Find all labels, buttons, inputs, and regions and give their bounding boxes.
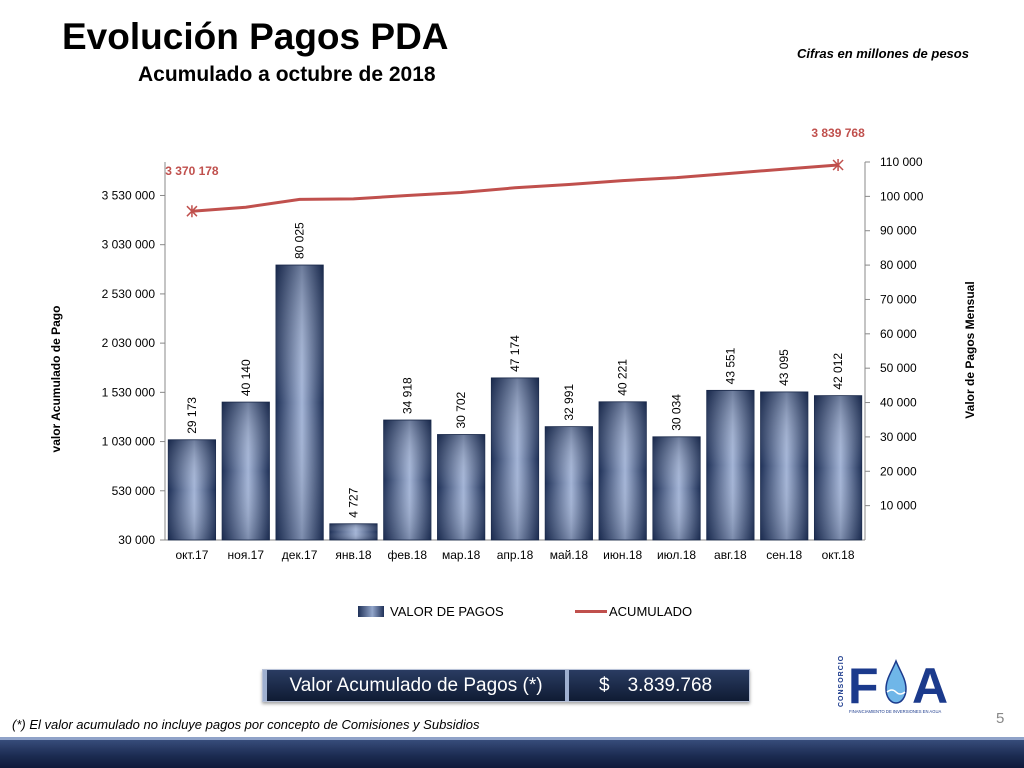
legend-item-bars: VALOR DE PAGOS [358,604,504,619]
bar-shade [168,439,216,540]
bar-data-label: 43 095 [777,349,791,386]
line-data-label: 3 839 768 [811,126,865,140]
x-tick-label: авг.18 [714,548,747,562]
accumulated-line [191,163,839,213]
bar-data-label: 30 702 [454,391,468,428]
legend-item-line: ACUMULADO [575,604,692,619]
bar-shade [599,401,647,540]
bar-shade [706,390,755,540]
logo-letter-f: F [848,658,879,714]
right-tick-label: 40 000 [880,396,917,410]
summary-banner: Valor Acumulado de Pagos (*) $ 3.839.768 [262,669,750,702]
left-tick-label: 1 530 000 [102,385,156,399]
bar-shade [383,420,431,540]
right-tick-label: 100 000 [880,189,924,203]
right-tick-label: 20 000 [880,464,917,478]
right-tick-label: 110 000 [880,155,923,169]
left-tick-label: 3 530 000 [102,188,156,202]
x-tick-label: сен.18 [766,548,802,562]
bar-data-label: 40 140 [239,359,253,396]
summary-currency: $ [599,674,610,696]
bar-data-label: 43 551 [723,347,737,384]
bar-shade [652,436,701,540]
x-tick-label: окт.18 [822,548,855,562]
right-axis-title: Valor de Pagos Mensual [963,281,977,418]
bar-data-label: 42 012 [831,353,845,390]
legend-label-bars: VALOR DE PAGOS [390,604,504,619]
x-tick-label: дек.17 [282,548,318,562]
bar-shade [222,402,270,540]
bar-shade [329,523,378,540]
page-title: Evolución Pagos PDA [62,16,449,57]
bar-data-label: 47 174 [508,335,522,372]
footnote: (*) El valor acumulado no incluye pagos … [12,717,480,732]
summary-value-box: $ 3.839.768 [565,670,749,701]
left-tick-label: 3 030 000 [102,238,156,252]
left-tick-label: 2 530 000 [102,287,156,301]
right-tick-label: 60 000 [880,327,917,341]
legend-swatch-bars [358,606,384,617]
left-tick-label: 2 030 000 [102,336,156,350]
bar-shade [760,391,808,540]
left-tick-label: 1 030 000 [102,435,156,449]
page-subtitle: Acumulado a octubre de 2018 [138,63,436,86]
x-tick-label: фев.18 [388,548,428,562]
x-tick-label: окт.17 [175,548,208,562]
bar-data-label: 30 034 [670,394,684,431]
right-tick-label: 90 000 [880,224,917,238]
summary-value: 3.839.768 [627,674,713,696]
logo-vertical-text: CONSORCIO [838,655,845,707]
bar-shade [491,377,539,540]
bar-data-label: 80 025 [293,222,307,259]
line-data-label: 3 370 178 [165,164,219,178]
line-marker [832,158,844,171]
bar-shade [275,265,324,540]
left-tick-label: 30 000 [118,533,155,547]
fia-logo: CONSORCIO F A FINANCIAMIENTO DE INVERSIO… [838,655,948,714]
logo-tagline: FINANCIAMIENTO DE INVERSIONES EN AGUA [849,709,942,714]
left-axis-title: valor Acumulado de Pago [49,306,63,453]
payments-chart: 30 000 530 000 1 030 000 1 530 000 2 030 000… [49,126,977,562]
x-tick-label: янв.18 [335,548,372,562]
right-tick-label: 10 000 [880,499,917,513]
right-tick-label: 30 000 [880,430,917,444]
x-tick-label: июн.18 [603,548,642,562]
bar-shade [814,395,862,540]
bar-data-label: 34 918 [400,377,414,414]
line-marker [186,205,198,218]
bar-shade [545,426,593,540]
x-tick-label: мар.18 [442,548,481,562]
logo-letter-a: A [912,658,948,714]
right-tick-label: 50 000 [880,361,917,375]
bottom-band [0,737,1024,768]
left-tick-label: 530 000 [112,484,156,498]
summary-label: Valor Acumulado de Pagos (*) [263,670,565,701]
right-tick-label: 70 000 [880,292,917,306]
logo-drop-icon [885,658,907,704]
x-tick-label: май.18 [550,548,589,562]
bar-shade [437,434,485,540]
units-note: Cifras en millones de pesos [797,46,969,61]
bar-data-label: 29 173 [185,397,199,434]
legend-swatch-line [575,610,607,613]
logo-wave-icon [886,689,906,695]
x-tick-label: ноя.17 [228,548,265,562]
right-tick-label: 80 000 [880,258,917,272]
bar-data-label: 32 991 [562,384,576,421]
bar-data-label: 4 727 [346,487,360,517]
page-number: 5 [996,710,1005,727]
x-tick-label: июл.18 [657,548,696,562]
x-tick-label: апр.18 [497,548,534,562]
legend-label-line: ACUMULADO [609,604,693,619]
bar-data-label: 40 221 [616,359,630,396]
